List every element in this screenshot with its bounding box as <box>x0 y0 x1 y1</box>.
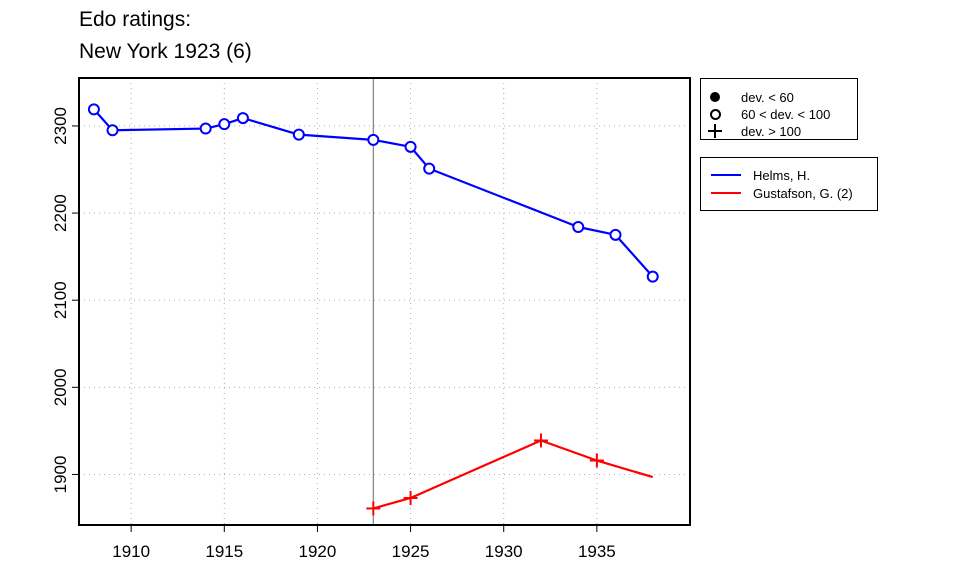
x-tick-label: 1935 <box>578 542 616 561</box>
x-tick-label: 1915 <box>205 542 243 561</box>
data-point-circle <box>236 112 249 125</box>
legend-label: 60 < dev. < 100 <box>741 106 831 122</box>
legend-label: Gustafson, G. (2) <box>753 185 853 201</box>
data-point-circle <box>646 270 659 283</box>
red-line-icon <box>701 185 741 201</box>
deviation-legend: dev. < 60 60 < dev. < 100 dev. > 100 <box>700 78 858 140</box>
y-tick-label: 2300 <box>51 107 70 145</box>
legend-label: dev. > 100 <box>741 123 802 139</box>
data-point-plus <box>366 501 381 516</box>
y-tick-label: 2200 <box>51 194 70 232</box>
data-point-circle <box>292 128 305 141</box>
legend-label: dev. < 60 <box>741 89 794 105</box>
x-tick-label: 1920 <box>299 542 337 561</box>
legend-label: Helms, H. <box>753 167 811 183</box>
data-point-circle <box>609 228 622 241</box>
chart-title-line2: New York 1923 (6) <box>79 40 252 63</box>
x-tick-label: 1925 <box>392 542 430 561</box>
plot-frame <box>78 77 691 526</box>
data-point-circle <box>367 133 380 146</box>
data-point-plus <box>533 433 548 448</box>
data-point-circle <box>87 103 100 116</box>
data-point-circle <box>404 140 417 153</box>
legend-item-helms: Helms, H. <box>701 167 810 183</box>
open-circle-icon <box>701 106 729 122</box>
plus-icon <box>701 123 729 139</box>
series-line-0 <box>93 108 654 278</box>
data-point-circle <box>423 162 436 175</box>
legend-item-low-dev: dev. < 60 <box>701 89 794 105</box>
data-point-plus <box>403 490 418 505</box>
filled-circle-icon <box>701 89 729 105</box>
legend-item-mid-dev: 60 < dev. < 100 <box>701 106 830 122</box>
chart-title-line1: Edo ratings: <box>79 8 192 31</box>
series-legend: Helms, H. Gustafson, G. (2) <box>700 157 878 211</box>
y-tick-label: 1900 <box>51 456 70 494</box>
data-point-circle <box>106 124 119 137</box>
x-tick-label: 1910 <box>112 542 150 561</box>
blue-line-icon <box>701 167 741 183</box>
data-point-circle <box>199 122 212 135</box>
x-tick-label: 1930 <box>485 542 523 561</box>
data-point-circle <box>218 118 231 131</box>
data-point-plus <box>589 453 604 468</box>
legend-item-high-dev: dev. > 100 <box>701 123 801 139</box>
data-point-circle <box>572 221 585 233</box>
y-tick-label: 2100 <box>51 281 70 319</box>
y-tick-label: 2000 <box>51 368 70 406</box>
legend-item-gustafson: Gustafson, G. (2) <box>701 185 853 201</box>
